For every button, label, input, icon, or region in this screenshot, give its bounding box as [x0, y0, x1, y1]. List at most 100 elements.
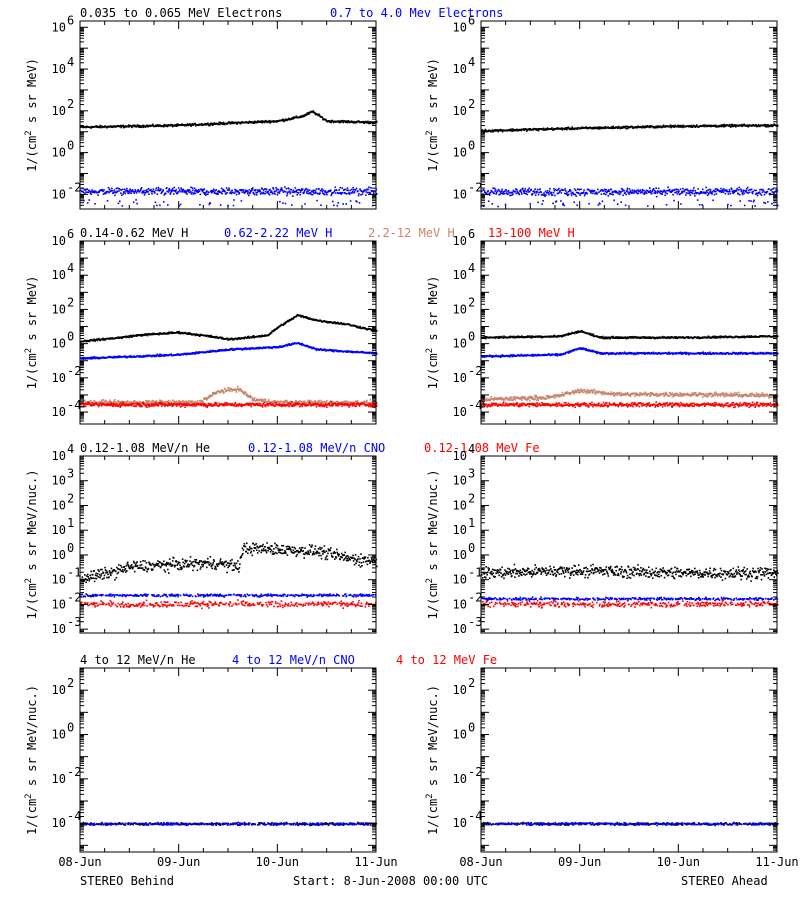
data-point	[263, 188, 266, 190]
data-point	[376, 353, 378, 355]
data-point	[701, 188, 704, 191]
data-point	[672, 193, 674, 196]
data-point	[675, 191, 677, 194]
data-point	[132, 201, 135, 204]
data-point	[233, 403, 236, 406]
data-point	[117, 355, 119, 358]
data-point	[98, 402, 100, 405]
data-point	[249, 348, 252, 351]
data-point	[245, 189, 248, 192]
data-point	[753, 199, 755, 202]
data-point	[680, 203, 682, 205]
data-point	[306, 192, 308, 195]
data-point	[233, 122, 235, 125]
data-point	[316, 400, 319, 403]
data-point	[679, 193, 681, 195]
data-point	[544, 128, 547, 130]
data-point	[238, 192, 241, 194]
data-point	[190, 404, 192, 406]
data-point	[175, 400, 178, 403]
data-point	[207, 122, 209, 125]
data-point	[344, 121, 347, 123]
data-point	[748, 191, 751, 194]
data-point	[135, 199, 137, 201]
data-point	[646, 126, 648, 128]
data-point	[681, 191, 684, 194]
data-point	[86, 188, 88, 190]
data-point	[696, 199, 699, 201]
data-point	[280, 187, 283, 189]
data-point	[120, 124, 122, 127]
data-point	[256, 189, 259, 191]
data-point	[206, 404, 208, 407]
data-point	[228, 388, 231, 390]
data-point	[95, 125, 97, 127]
data-point	[214, 393, 217, 395]
data-point	[269, 188, 271, 191]
data-point	[767, 125, 769, 128]
data-point	[493, 187, 496, 190]
data-point	[596, 192, 599, 195]
data-point	[187, 191, 190, 193]
data-point	[243, 393, 246, 395]
data-point	[99, 339, 101, 342]
data-point	[629, 191, 631, 194]
data-point	[205, 334, 207, 337]
data-point	[677, 124, 679, 127]
data-point	[235, 405, 237, 408]
data-point	[568, 190, 571, 192]
data-point	[257, 120, 259, 122]
data-point	[136, 190, 139, 192]
data-point	[771, 124, 773, 126]
data-point	[306, 401, 309, 403]
data-point	[198, 334, 201, 336]
data-point	[221, 403, 223, 405]
data-point	[249, 402, 252, 404]
data-point	[749, 189, 752, 191]
data-point	[643, 189, 645, 192]
data-point	[91, 189, 93, 191]
data-point	[302, 192, 305, 195]
data-point	[332, 192, 335, 194]
data-point	[121, 400, 124, 403]
data-point	[607, 190, 609, 192]
data-point	[222, 123, 224, 125]
data-point	[304, 188, 307, 191]
data-point	[620, 201, 622, 203]
y-tick-exponent: 0	[67, 139, 74, 153]
data-point	[739, 188, 742, 190]
data-point	[240, 200, 243, 202]
data-point	[145, 189, 147, 192]
data-point	[698, 193, 700, 195]
data-point	[347, 401, 349, 403]
data-point	[616, 203, 619, 205]
data-point	[767, 201, 769, 203]
data-point	[348, 192, 350, 194]
data-point	[119, 403, 121, 405]
data-point	[109, 404, 111, 407]
data-point	[222, 121, 225, 124]
data-point	[712, 199, 714, 202]
data-point	[255, 191, 257, 194]
data-point	[358, 193, 360, 195]
data-point	[305, 114, 308, 116]
data-point	[125, 401, 128, 404]
data-point	[197, 403, 199, 406]
data-point	[153, 355, 156, 358]
data-point	[206, 190, 208, 192]
data-point	[154, 404, 156, 407]
data-point	[123, 191, 126, 193]
data-point	[597, 126, 599, 128]
data-point	[610, 188, 613, 191]
data-point	[206, 399, 208, 401]
data-point	[114, 402, 117, 404]
data-point	[210, 122, 212, 125]
data-point	[137, 402, 140, 405]
data-point	[209, 404, 212, 407]
data-point	[677, 191, 680, 194]
data-point	[97, 405, 100, 408]
data-point	[501, 129, 503, 132]
data-point	[252, 187, 254, 189]
data-point	[362, 401, 364, 403]
data-point	[677, 188, 679, 191]
